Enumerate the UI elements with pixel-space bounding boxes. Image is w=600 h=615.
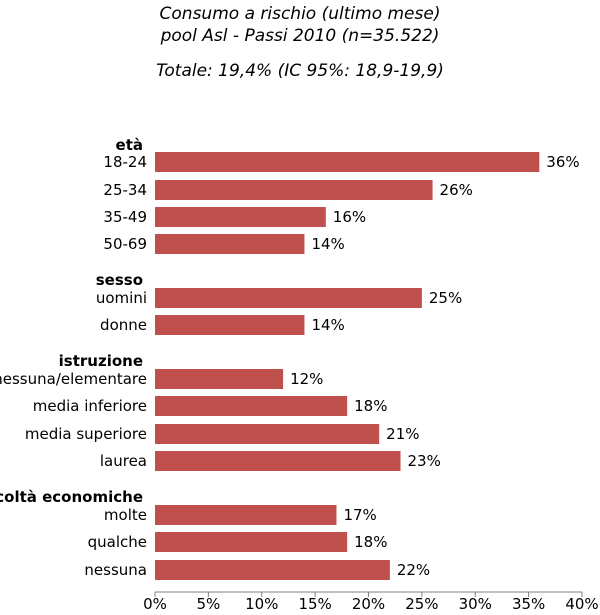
bar <box>155 234 305 254</box>
category-label: 50-69 <box>103 235 147 253</box>
x-tick-label: 25% <box>405 595 438 613</box>
category-label: nessuna <box>84 561 147 579</box>
data-label: 36% <box>546 153 579 171</box>
data-label: 26% <box>440 181 473 199</box>
category-label: uomini <box>96 289 147 307</box>
category-label: 35-49 <box>103 208 147 226</box>
data-label: 25% <box>429 289 462 307</box>
bar <box>155 180 433 200</box>
bar <box>155 207 326 227</box>
group-label: età <box>116 136 143 154</box>
bar <box>155 369 284 389</box>
data-label: 18% <box>354 533 387 551</box>
data-label: 14% <box>311 235 344 253</box>
category-label: donne <box>100 316 147 334</box>
category-label: 25-34 <box>103 181 147 199</box>
category-label: media superiore <box>25 425 147 443</box>
x-tick-label: 35% <box>512 595 545 613</box>
bar <box>155 451 401 471</box>
bar <box>155 396 348 416</box>
bar <box>155 152 540 172</box>
x-tick-label: 30% <box>459 595 492 613</box>
x-tick-label: 15% <box>298 595 331 613</box>
group-label: sesso <box>96 271 143 289</box>
group-label: istruzione <box>59 352 143 370</box>
chart-total-annotation: Totale: 19,4% (IC 95%: 18,9-19,9) <box>156 61 444 81</box>
group-label: difficoltà economiche <box>0 488 143 506</box>
data-label: 12% <box>290 370 323 388</box>
x-tick-label: 5% <box>196 595 220 613</box>
category-label: nessuna/elementare <box>0 370 147 388</box>
category-label: media inferiore <box>33 397 147 415</box>
data-label: 22% <box>397 561 430 579</box>
bar <box>155 424 380 444</box>
x-tick-label: 40% <box>565 595 598 613</box>
data-label: 16% <box>333 208 366 226</box>
data-label: 17% <box>343 506 376 524</box>
bar <box>155 505 337 525</box>
bar <box>155 288 422 308</box>
data-label: 14% <box>311 316 344 334</box>
data-label: 21% <box>386 425 419 443</box>
x-tick-label: 20% <box>352 595 385 613</box>
category-label: 18-24 <box>103 153 147 171</box>
x-tick-label: 10% <box>245 595 278 613</box>
bar <box>155 315 305 335</box>
bar <box>155 532 348 552</box>
data-label: 18% <box>354 397 387 415</box>
chart-subtitle: pool Asl - Passi 2010 (n=35.522) <box>160 26 440 46</box>
data-label: 23% <box>408 452 441 470</box>
x-tick-label: 0% <box>143 595 167 613</box>
chart-title: Consumo a rischio (ultimo mese) <box>159 4 441 24</box>
bar <box>155 560 390 580</box>
category-label: qualche <box>88 533 147 551</box>
category-label: laurea <box>100 452 147 470</box>
category-label: molte <box>104 506 147 524</box>
